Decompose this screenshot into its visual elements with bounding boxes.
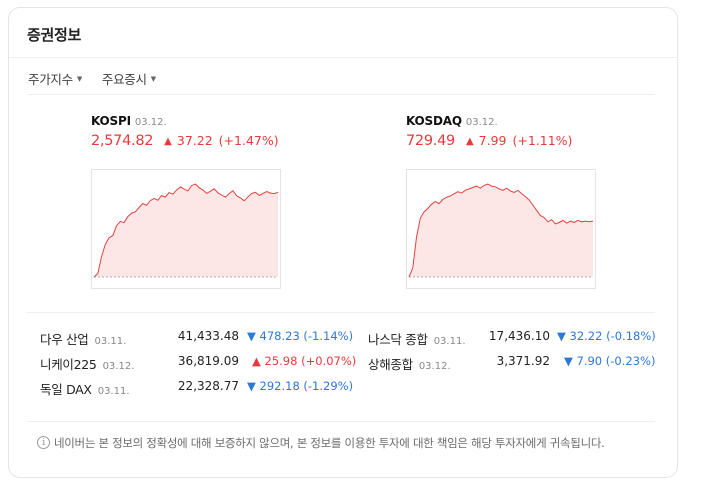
- kosdaq-rate: (+1.11%): [512, 133, 573, 148]
- tab-stock-index[interactable]: 주가지수 ▼: [28, 69, 82, 88]
- world-date: 03.11.: [97, 386, 130, 397]
- kospi-change: 37.22: [176, 133, 213, 148]
- world-date: 03.12.: [102, 361, 135, 372]
- tabs-divider: [27, 94, 655, 95]
- kospi-chart-svg: [93, 183, 279, 278]
- kosdaq-chart-svg: [408, 183, 594, 278]
- world-change-rate: (-0.23%): [605, 354, 656, 368]
- kosdaq-chart[interactable]: [406, 169, 596, 289]
- world-change-value: 292.18: [259, 379, 300, 393]
- notice-divider: [27, 421, 655, 422]
- world-date: 03.12.: [418, 361, 451, 372]
- kospi-date: 03.12.: [134, 117, 167, 128]
- disclaimer-text: 네이버는 본 정보의 정확성에 대해 보증하지 않으며, 본 정보를 이용한 투…: [54, 436, 605, 450]
- world-change-rate: (-0.18%): [606, 329, 656, 343]
- world-change: ▼ 7.90 (-0.23%): [564, 354, 655, 368]
- stock-info-card: 증권정보 주가지수 ▼ 주요증시 ▼ KOSPI 03.12. 2,574.82…: [8, 7, 678, 478]
- world-value: 17,436.10: [488, 329, 550, 343]
- world-value: 41,433.48: [177, 329, 239, 343]
- title-divider: [9, 57, 677, 58]
- kospi-block[interactable]: KOSPI 03.12. 2,574.82 ▲ 37.22 (+1.47%): [91, 114, 291, 289]
- world-value: 3,371.92: [496, 354, 550, 368]
- world-name[interactable]: 독일 DAX: [40, 382, 92, 397]
- kosdaq-date: 03.12.: [465, 117, 498, 128]
- world-date: 03.11.: [94, 336, 127, 347]
- world-change-rate: (-1.14%): [303, 329, 354, 343]
- world-value: 22,328.77: [177, 379, 239, 393]
- world-change-value: 32.22: [569, 329, 603, 343]
- world-name[interactable]: 니케이225: [40, 357, 97, 372]
- kospi-name[interactable]: KOSPI: [91, 114, 131, 128]
- world-change-rate: (-1.29%): [303, 379, 354, 393]
- world-change-value: 478.23: [259, 329, 300, 343]
- world-date: 03.11.: [433, 336, 466, 347]
- world-name[interactable]: 다우 산업: [40, 332, 89, 347]
- down-arrow-icon: ▼: [247, 329, 256, 343]
- world-change-value: 7.90: [576, 354, 603, 368]
- tab-label: 주요증시: [101, 72, 147, 87]
- kosdaq-block[interactable]: KOSDAQ 03.12. 729.49 ▲ 7.99 (+1.11%): [406, 114, 606, 289]
- tab-label: 주가지수: [28, 72, 73, 87]
- caret-down-icon: ▼: [150, 75, 156, 83]
- section-divider: [27, 312, 655, 313]
- kosdaq-value: 729.49: [406, 133, 455, 149]
- world-row-dow[interactable]: 다우 산업 03.11.: [40, 329, 126, 348]
- info-icon: i: [37, 436, 50, 449]
- world-change: ▼ 478.23 (-1.14%): [247, 329, 353, 343]
- world-change: ▼ 292.18 (-1.29%): [247, 379, 353, 393]
- up-arrow-icon: ▲: [252, 354, 261, 368]
- world-row-nikkei[interactable]: 니케이225 03.12.: [40, 354, 134, 373]
- world-indices: 다우 산업 03.11. 41,433.48 ▼ 478.23 (-1.14%)…: [9, 329, 677, 409]
- chart-area: [409, 184, 593, 277]
- up-arrow-icon: ▲: [164, 136, 172, 147]
- kosdaq-change: 7.99: [478, 133, 507, 148]
- world-row-dax[interactable]: 독일 DAX 03.11.: [40, 379, 130, 398]
- world-name[interactable]: 상해종합: [368, 357, 413, 372]
- chart-line: [93, 183, 279, 278]
- world-change: ▼ 32.22 (-0.18%): [557, 329, 656, 343]
- up-arrow-icon: ▲: [465, 136, 474, 147]
- card-title: 증권정보: [27, 26, 82, 44]
- tab-bar: 주가지수 ▼ 주요증시 ▼: [28, 69, 156, 88]
- kospi-chart[interactable]: [91, 169, 281, 289]
- world-value: 36,819.09: [177, 354, 239, 368]
- kospi-value: 2,574.82: [91, 133, 154, 149]
- chart-line: [408, 183, 594, 278]
- down-arrow-icon: ▼: [557, 329, 566, 343]
- chart-area: [94, 184, 278, 277]
- disclaimer: i 네이버는 본 정보의 정확성에 대해 보증하지 않으며, 본 정보를 이용한…: [37, 435, 677, 451]
- tab-major-markets[interactable]: 주요증시 ▼: [102, 69, 156, 88]
- kosdaq-name[interactable]: KOSDAQ: [406, 114, 462, 128]
- world-name[interactable]: 나스닥 종합: [368, 332, 428, 347]
- caret-down-icon: ▼: [76, 75, 82, 83]
- world-change-value: 25.98: [264, 354, 298, 368]
- world-change: ▲ 25.98 (+0.07%): [252, 354, 356, 368]
- world-row-nasdaq[interactable]: 나스닥 종합 03.11.: [368, 329, 466, 348]
- down-arrow-icon: ▼: [564, 354, 573, 368]
- world-change-rate: (+0.07%): [301, 354, 357, 368]
- down-arrow-icon: ▼: [247, 379, 256, 393]
- world-row-shanghai[interactable]: 상해종합 03.12.: [368, 354, 451, 373]
- kospi-rate: (+1.47%): [218, 133, 279, 148]
